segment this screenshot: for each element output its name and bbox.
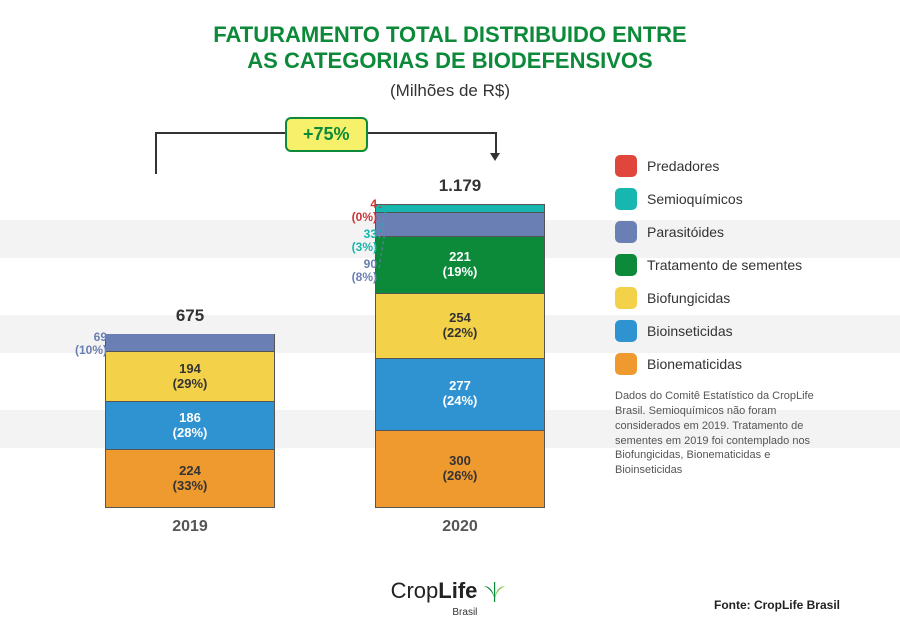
callout-semioquimicos: 33(3%) <box>335 228 377 254</box>
segment-semioquimicos <box>375 205 545 214</box>
footer: CropLife Brasil Fonte: CropLife Brasil <box>0 576 900 622</box>
segment-pct: (19%) <box>443 265 478 280</box>
legend-swatch <box>615 254 637 276</box>
legend-swatch <box>615 221 637 243</box>
legend-swatch <box>615 287 637 309</box>
segment-tratamento: 221(19%) <box>375 237 545 294</box>
segment-bionematicidas: 300(26%) <box>375 431 545 508</box>
segment-pct: (26%) <box>443 469 478 484</box>
logo-sub: Brasil <box>452 607 477 618</box>
segment-pct: (28%) <box>173 426 208 441</box>
legend-swatch <box>615 320 637 342</box>
legend-label: Predadores <box>647 158 719 174</box>
legend-note: Dados do Comitê Estatístico da CropLife … <box>615 389 840 478</box>
segment-pct: (22%) <box>443 326 478 341</box>
source-text: Fonte: CropLife Brasil <box>714 598 840 612</box>
chart-area: +75% 675194(29%)186(28%)224(33%)20191.17… <box>55 150 595 550</box>
bar-xlabel: 2020 <box>375 518 545 536</box>
legend-item-predadores: Predadores <box>615 155 840 177</box>
bar-xlabel: 2019 <box>105 518 275 536</box>
callout-pct: (10%) <box>65 344 107 357</box>
legend-swatch <box>615 353 637 375</box>
segment-value: 277 <box>449 379 471 394</box>
growth-badge: +75% <box>285 117 368 152</box>
segment-biofungicidas: 254(22%) <box>375 294 545 360</box>
legend-label: Bionematicidas <box>647 356 742 372</box>
segment-pct: (24%) <box>443 394 478 409</box>
segment-value: 254 <box>449 311 471 326</box>
segment-parasitoides <box>375 213 545 236</box>
legend-item-biofungicidas: Biofungicidas <box>615 287 840 309</box>
segment-value: 186 <box>179 411 201 426</box>
segment-bionematicidas: 224(33%) <box>105 450 275 508</box>
leaf-icon <box>479 576 509 606</box>
bar-2019: 675194(29%)186(28%)224(33%)2019 <box>105 334 275 508</box>
chart-subtitle: (Milhões de R$) <box>0 81 900 101</box>
bars-container: 675194(29%)186(28%)224(33%)20191.179221(… <box>55 158 595 508</box>
chart-title: FATURAMENTO TOTAL DISTRIBUIDO ENTRE AS C… <box>0 0 900 75</box>
legend-label: Biofungicidas <box>647 290 730 306</box>
logo-part2: Life <box>438 578 477 604</box>
callout-parasitoides: 90(8%) <box>335 258 377 284</box>
segment-pct: (33%) <box>173 479 208 494</box>
callout-pct: (0%) <box>335 211 377 224</box>
legend: Predadores Semioquímicos Parasitóides Trata… <box>615 155 840 478</box>
segment-value: 194 <box>179 362 201 377</box>
legend-label: Tratamento de sementes <box>647 257 802 273</box>
growth-label: +75% <box>303 124 350 144</box>
legend-label: Semioquímicos <box>647 191 743 207</box>
title-line1: FATURAMENTO TOTAL DISTRIBUIDO ENTRE <box>0 22 900 48</box>
segment-pct: (29%) <box>173 377 208 392</box>
callout-pct: (8%) <box>335 271 377 284</box>
croplife-logo: CropLife Brasil <box>391 576 510 606</box>
logo-part1: Crop <box>391 578 439 604</box>
legend-label: Parasitóides <box>647 224 724 240</box>
segment-value: 221 <box>449 250 471 265</box>
segment-biofungicidas: 194(29%) <box>105 352 275 402</box>
callout-predadores: 4(0%) <box>335 198 377 224</box>
legend-item-bionematicidas: Bionematicidas <box>615 353 840 375</box>
bar-total: 675 <box>105 306 275 326</box>
callout-parasitoides: 69(10%) <box>65 331 107 357</box>
bar-2020: 1.179221(19%)254(22%)277(24%)300(26%)202… <box>375 204 545 508</box>
legend-swatch <box>615 155 637 177</box>
callout-pct: (3%) <box>335 241 377 254</box>
legend-label: Bioinseticidas <box>647 323 733 339</box>
legend-item-semioquimicos: Semioquímicos <box>615 188 840 210</box>
legend-swatch <box>615 188 637 210</box>
legend-item-bioinseticidas: Bioinseticidas <box>615 320 840 342</box>
legend-item-tratamento: Tratamento de sementes <box>615 254 840 276</box>
segment-parasitoides <box>105 334 275 352</box>
title-line2: AS CATEGORIAS DE BIODEFENSIVOS <box>0 48 900 74</box>
legend-item-parasitoides: Parasitóides <box>615 221 840 243</box>
segment-value: 300 <box>449 454 471 469</box>
segment-bioinseticidas: 186(28%) <box>105 402 275 450</box>
bar-total: 1.179 <box>375 176 545 196</box>
growth-bracket-leg <box>495 132 497 154</box>
segment-value: 224 <box>179 464 201 479</box>
segment-bioinseticidas: 277(24%) <box>375 359 545 430</box>
